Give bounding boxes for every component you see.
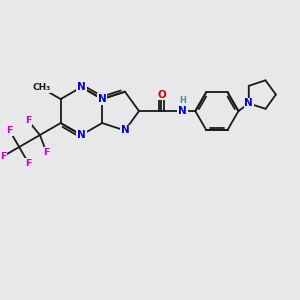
Text: F: F [25,159,32,168]
Text: N: N [77,82,86,92]
Text: H: H [179,96,186,105]
Text: N: N [178,106,187,116]
Text: N: N [121,125,129,136]
Text: F: F [7,126,13,135]
Text: F: F [25,116,31,125]
Text: O: O [157,90,166,100]
Text: CH₃: CH₃ [32,83,50,92]
Text: N: N [77,130,86,140]
Text: N: N [244,98,253,109]
Text: F: F [43,148,50,157]
Text: F: F [0,152,6,161]
Text: N: N [98,94,106,104]
